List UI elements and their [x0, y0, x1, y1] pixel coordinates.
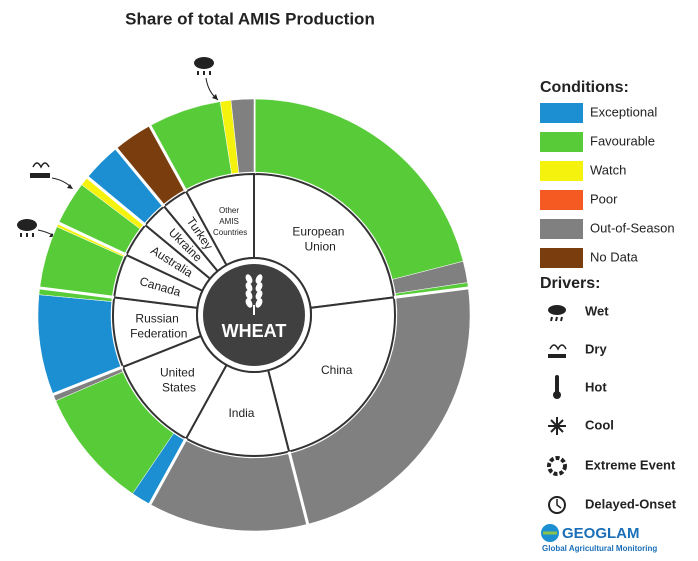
grain [255, 298, 263, 308]
country-separator [148, 124, 188, 193]
country-separator [57, 221, 128, 257]
grain [245, 282, 253, 292]
condition-segment [230, 98, 255, 174]
country-label: United States [160, 366, 198, 395]
country-label: China [321, 363, 353, 377]
wheat-icon [245, 274, 263, 315]
grain [255, 274, 263, 284]
logo: GEOGLAM [562, 525, 640, 542]
driver-icons [547, 305, 567, 514]
legend-label: Poor [590, 191, 618, 206]
driver-label: Hot [585, 379, 607, 394]
legend-label: Favourable [590, 133, 655, 148]
driver-label: Delayed-Onset [585, 496, 677, 511]
logo-mark [541, 524, 559, 542]
legend-label: Out-of-Season [590, 220, 675, 235]
condition-segment [289, 287, 471, 525]
driver-label: Dry [585, 341, 607, 356]
country-separator [393, 286, 469, 299]
country-label: India [228, 406, 254, 420]
condition-segment [253, 98, 464, 280]
annotation-icons [17, 57, 219, 237]
legend-swatch [540, 248, 583, 268]
country-separator [287, 451, 310, 525]
grain [255, 290, 263, 300]
legend-swatch [540, 161, 583, 181]
grain [255, 282, 263, 292]
country-separator [148, 437, 188, 506]
logo-subtitle: Global Agricultural Monitoring [542, 544, 657, 553]
legend-label: No Data [590, 249, 638, 264]
driver-label: Extreme Event [585, 457, 676, 472]
legend-swatch [540, 219, 583, 239]
country-label: European Union [292, 225, 347, 254]
legend-swatch [540, 103, 583, 123]
country-separator [39, 286, 115, 299]
country-separator [52, 365, 124, 396]
driver-label: Cool [585, 417, 614, 432]
legend-title: Conditions: [540, 79, 629, 96]
country-separator [86, 176, 147, 227]
country-label: Russian Federation [130, 312, 187, 341]
legend-swatch [540, 132, 583, 152]
driver-label: Wet [585, 303, 609, 318]
legend-label: Exceptional [590, 104, 657, 119]
drivers-title: Drivers: [540, 275, 600, 292]
country-separator [115, 147, 166, 208]
grain [245, 290, 253, 300]
country-label: Other AMIS Countries [213, 206, 247, 237]
stem [253, 305, 255, 315]
grain [245, 298, 253, 308]
grain [245, 274, 253, 284]
legend-swatch [540, 190, 583, 210]
legend-label: Watch [590, 162, 626, 177]
chart-title: Share of total AMIS Production [125, 9, 375, 28]
center-label: WHEAT [222, 321, 287, 341]
